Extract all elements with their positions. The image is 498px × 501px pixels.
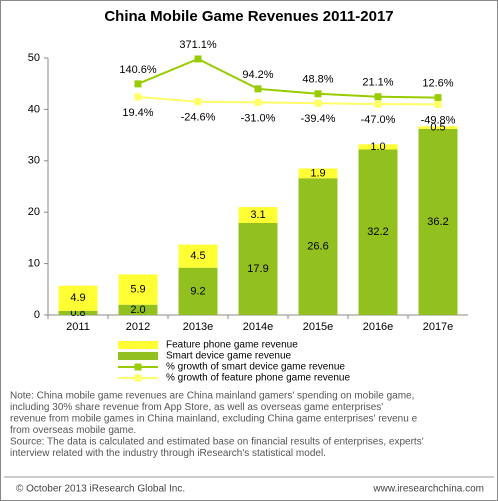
legend-marker bbox=[134, 363, 142, 371]
bar-segment bbox=[298, 178, 338, 315]
bar-segment bbox=[58, 310, 98, 315]
line-label: 140.6% bbox=[119, 64, 157, 76]
line-label: 94.2% bbox=[242, 69, 273, 81]
bar-segment bbox=[418, 128, 458, 315]
bar-label: 1.9 bbox=[310, 167, 325, 179]
y-tick-label: 30 bbox=[28, 155, 40, 167]
bar-segment bbox=[58, 285, 98, 311]
y-tick-label: 0 bbox=[34, 309, 40, 321]
bar-segment bbox=[238, 222, 278, 315]
bar-label: 4.5 bbox=[190, 250, 205, 262]
x-tick-label: 2016e bbox=[363, 321, 394, 333]
bar-segment bbox=[118, 274, 158, 305]
line-marker bbox=[194, 55, 202, 63]
line-marker bbox=[254, 85, 262, 93]
line-marker bbox=[254, 98, 262, 106]
y-tick-label: 10 bbox=[28, 258, 40, 270]
line-marker bbox=[314, 99, 322, 107]
line-label: 21.1% bbox=[362, 77, 393, 89]
line-label: -24.6% bbox=[181, 112, 216, 124]
bar-label: 5.9 bbox=[130, 283, 145, 295]
line-marker bbox=[374, 93, 382, 101]
note-line: including 30% share revenue from App Sto… bbox=[10, 402, 383, 413]
bar-label: 2.0 bbox=[130, 304, 145, 316]
bar-segment bbox=[418, 126, 458, 129]
legend-label: % growth of feature phone game revenue bbox=[166, 373, 350, 384]
line-marker bbox=[314, 90, 322, 98]
x-tick-label: 2013e bbox=[183, 321, 214, 333]
chart-title: China Mobile Game Revenues 2011-2017 bbox=[104, 8, 393, 25]
line-label: -47.0% bbox=[361, 114, 396, 126]
line-label: 371.1% bbox=[179, 39, 217, 51]
legend-marker bbox=[134, 374, 142, 382]
bar-segment bbox=[118, 304, 158, 315]
line-label: 48.8% bbox=[302, 74, 333, 86]
x-tick-label: 2011 bbox=[66, 321, 90, 333]
footer-right: www.iresearchchina.com bbox=[372, 484, 484, 495]
bar-label: 0.5 bbox=[430, 122, 445, 134]
legend-swatch bbox=[118, 341, 158, 349]
legend-label: Feature phone game revenue bbox=[166, 340, 298, 351]
bar-segment bbox=[358, 144, 398, 150]
line-label: 19.4% bbox=[122, 107, 153, 119]
legend-label: Smart device game revenue bbox=[166, 351, 292, 362]
line-marker bbox=[434, 100, 442, 108]
line-marker bbox=[134, 80, 142, 88]
bar-segment bbox=[358, 149, 398, 315]
line-marker bbox=[434, 94, 442, 102]
x-tick-label: 2015e bbox=[303, 321, 334, 333]
legend-label: % growth of smart device game revenue bbox=[166, 362, 345, 373]
x-tick-label: 2012 bbox=[126, 321, 150, 333]
note-line: Note: China mobile game revenues are Chi… bbox=[10, 391, 414, 402]
note-line: from overseas mobile game. bbox=[10, 425, 136, 436]
bar-label: 3.1 bbox=[250, 209, 265, 221]
y-tick-label: 50 bbox=[28, 52, 40, 64]
bar-label: 1.0 bbox=[370, 141, 385, 153]
bar-segment bbox=[238, 207, 278, 223]
line-marker bbox=[134, 93, 142, 101]
bar-label: 26.6 bbox=[307, 241, 328, 253]
bar-label: 4.9 bbox=[70, 292, 85, 304]
line-label: -39.4% bbox=[301, 113, 336, 125]
line-marker bbox=[374, 100, 382, 108]
line-label: -49.8% bbox=[421, 114, 456, 126]
note-line: revenue from mobile games in China mainl… bbox=[10, 414, 418, 425]
bar-segment bbox=[178, 267, 218, 315]
x-tick-label: 2017e bbox=[423, 321, 454, 333]
bar-label: 36.2 bbox=[427, 216, 448, 228]
line-marker bbox=[194, 98, 202, 106]
line-label: 12.6% bbox=[422, 78, 453, 90]
bar-label: 9.2 bbox=[190, 285, 205, 297]
y-tick-label: 40 bbox=[28, 103, 40, 115]
bar-segment bbox=[298, 168, 338, 179]
note-line: interview related with the industry thro… bbox=[10, 448, 326, 459]
y-tick-label: 20 bbox=[28, 206, 40, 218]
growth-line bbox=[137, 57, 439, 99]
bar-segment bbox=[178, 244, 218, 268]
x-tick-label: 2014e bbox=[243, 321, 274, 333]
bar-label: 32.2 bbox=[367, 226, 388, 238]
bar-label: 17.9 bbox=[247, 263, 268, 275]
line-label: -31.0% bbox=[241, 112, 276, 124]
growth-line bbox=[137, 95, 439, 106]
legend-swatch bbox=[118, 352, 158, 360]
footer-left: © October 2013 iResearch Global Inc. bbox=[16, 484, 185, 495]
note-line: Source: The data is calculated and estim… bbox=[10, 437, 424, 448]
